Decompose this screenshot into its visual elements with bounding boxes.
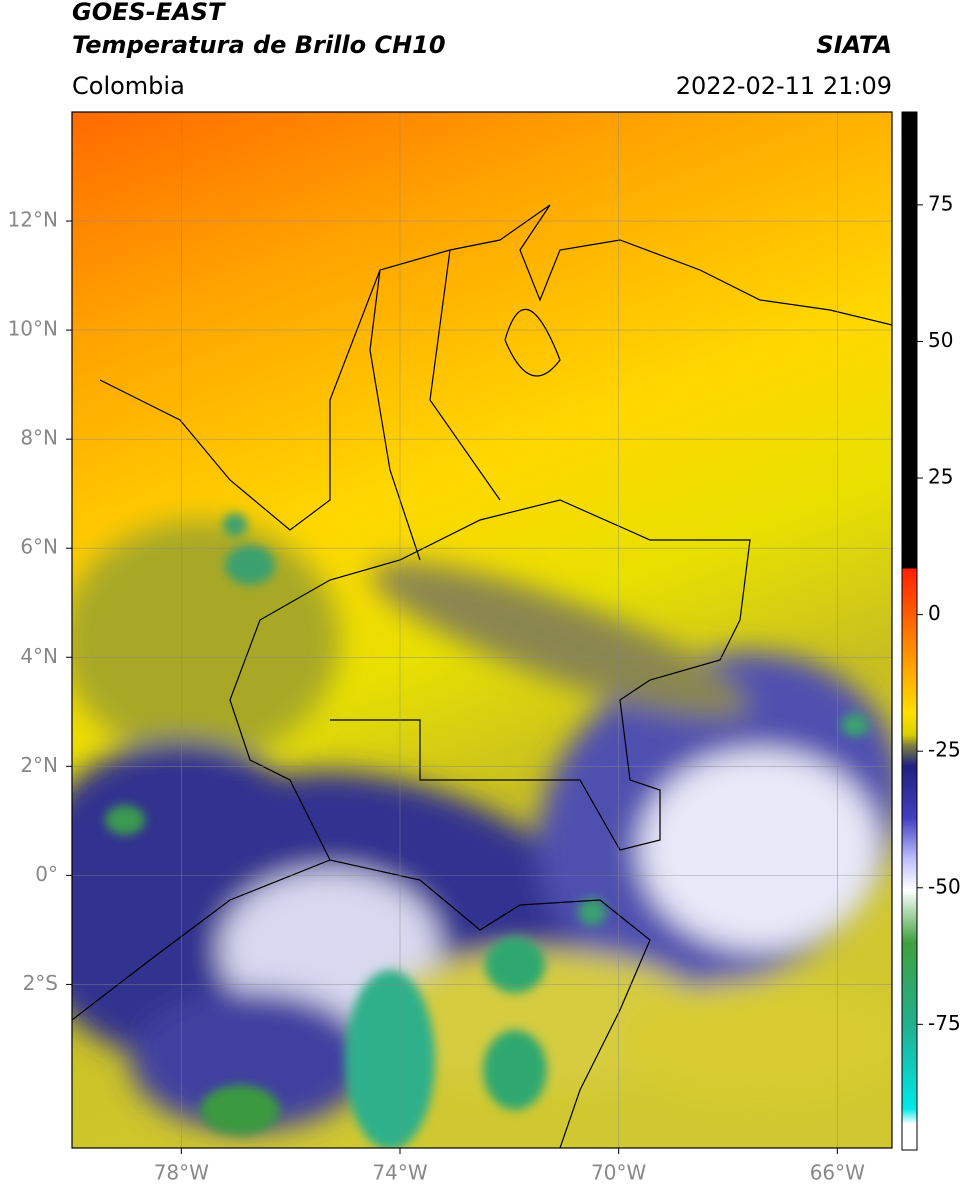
lat-tick-label: 0° — [35, 862, 58, 886]
title: GOES-EAST — [72, 0, 226, 26]
colorbar-tick-label: 25 — [928, 465, 953, 489]
map-frame — [71, 111, 893, 1149]
colorbar — [901, 111, 918, 1151]
lat-tick-label: 8°N — [20, 426, 58, 450]
colorbar-tick-label: 75 — [928, 191, 953, 215]
colorbar-tick-label: 0 — [928, 601, 941, 625]
lon-tick-label: 70°W — [591, 1161, 646, 1185]
colorbar-tick-label: -50 — [928, 874, 961, 898]
lat-tick-label: 12°N — [8, 208, 58, 232]
source: SIATA — [816, 31, 892, 59]
colorbar-tick-label: -25 — [928, 738, 961, 762]
satellite-image — [72, 112, 892, 1148]
lat-tick-label: 4°N — [20, 644, 58, 668]
lon-tick-label: 74°W — [372, 1161, 427, 1185]
colorbar-tick-label: -75 — [928, 1011, 961, 1035]
subtitle: Temperatura de Brillo CH10 — [72, 31, 446, 59]
lat-tick-label: 6°N — [20, 535, 58, 559]
lat-tick-label: 10°N — [8, 317, 58, 341]
lon-tick-label: 66°W — [810, 1161, 865, 1185]
lat-tick-label: 2°N — [20, 753, 58, 777]
lon-tick-label: 78°W — [154, 1161, 209, 1185]
borders — [72, 204, 892, 1148]
colorbar-tick-label: 50 — [928, 328, 953, 352]
region: Colombia — [72, 72, 185, 100]
datetime: 2022-02-11 21:09 — [676, 72, 892, 100]
lat-tick-label: 2°S — [23, 971, 58, 995]
graticule — [72, 112, 892, 1148]
